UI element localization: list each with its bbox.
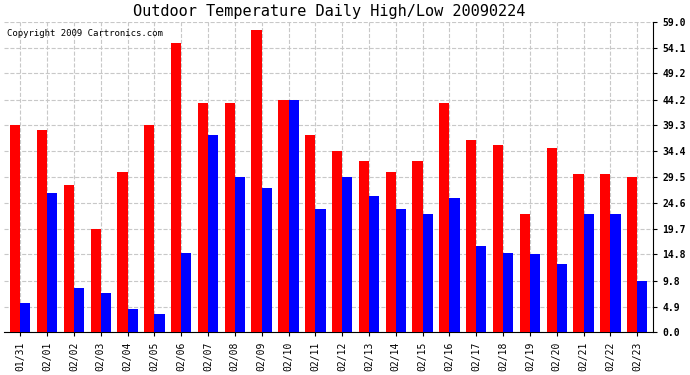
Bar	[557, 264, 567, 332]
Bar	[128, 309, 138, 332]
Bar	[37, 130, 47, 332]
Title: Outdoor Temperature Daily High/Low 20090224: Outdoor Temperature Daily High/Low 20090…	[132, 4, 525, 19]
Bar	[637, 281, 647, 332]
Bar	[288, 100, 299, 332]
Bar	[90, 229, 101, 332]
Bar	[449, 198, 460, 332]
Bar	[611, 214, 620, 332]
Bar	[74, 288, 84, 332]
Text: Copyright 2009 Cartronics.com: Copyright 2009 Cartronics.com	[8, 30, 164, 39]
Bar	[117, 172, 128, 332]
Bar	[573, 174, 584, 332]
Bar	[386, 172, 396, 332]
Bar	[627, 177, 637, 332]
Bar	[422, 214, 433, 332]
Bar	[342, 177, 353, 332]
Bar	[208, 135, 218, 332]
Bar	[546, 148, 557, 332]
Bar	[10, 126, 20, 332]
Bar	[332, 151, 342, 332]
Bar	[262, 188, 272, 332]
Bar	[413, 161, 422, 332]
Bar	[47, 193, 57, 332]
Bar	[476, 246, 486, 332]
Bar	[251, 30, 262, 332]
Bar	[20, 303, 30, 332]
Bar	[520, 214, 530, 332]
Bar	[369, 195, 380, 332]
Bar	[493, 146, 503, 332]
Bar	[503, 254, 513, 332]
Bar	[198, 104, 208, 332]
Bar	[396, 209, 406, 332]
Bar	[278, 100, 288, 332]
Bar	[466, 140, 476, 332]
Bar	[584, 214, 594, 332]
Bar	[235, 177, 245, 332]
Bar	[171, 43, 181, 332]
Bar	[600, 174, 611, 332]
Bar	[225, 104, 235, 332]
Bar	[101, 293, 111, 332]
Bar	[440, 104, 449, 332]
Bar	[530, 255, 540, 332]
Bar	[144, 126, 155, 332]
Bar	[305, 135, 315, 332]
Bar	[359, 161, 369, 332]
Bar	[63, 185, 74, 332]
Bar	[181, 254, 191, 332]
Bar	[315, 209, 326, 332]
Bar	[155, 314, 165, 332]
